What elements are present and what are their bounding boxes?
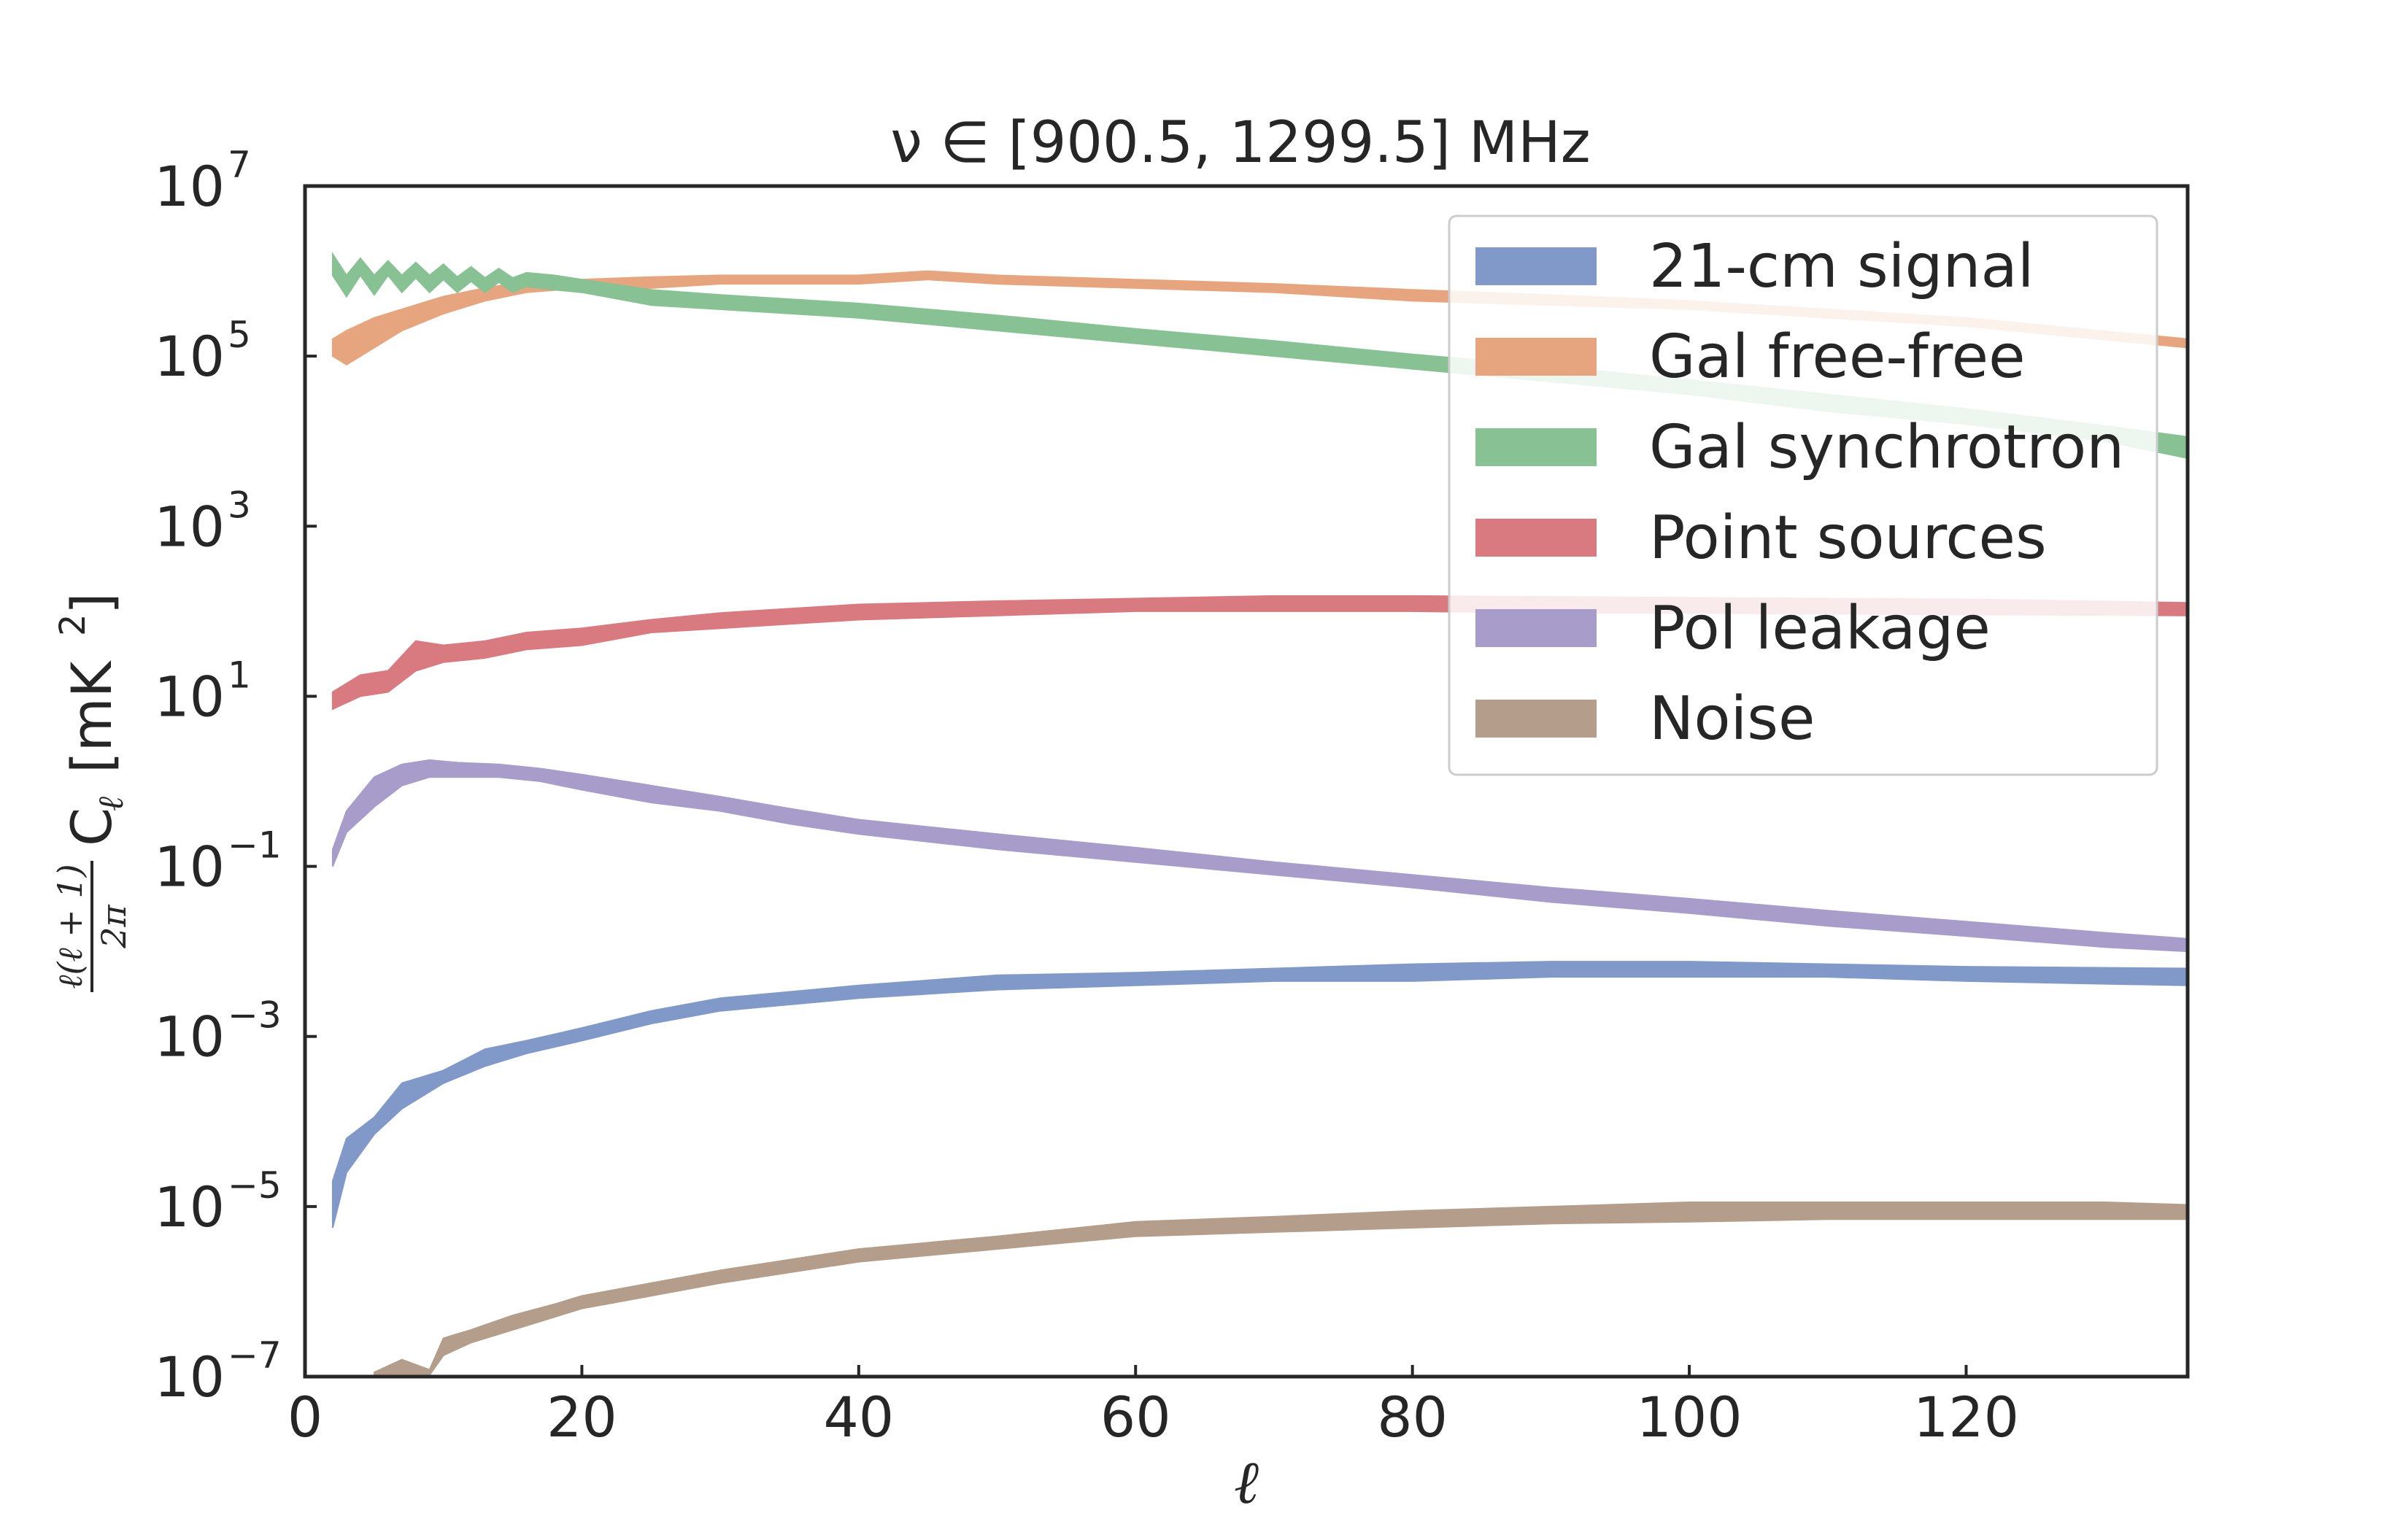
y-label-subscript: ℓ bbox=[90, 797, 131, 811]
legend-label-gal-synchrotron: Gal synchrotron bbox=[1649, 413, 2124, 482]
legend-items: 21-cm signal Gal free-free Gal synchrotron… bbox=[1475, 232, 2124, 754]
legend-label-pol-leakage: Pol leakage bbox=[1649, 594, 1991, 663]
band-gal-synchrotron bbox=[331, 251, 2188, 460]
legend-swatch-pol-leakage bbox=[1475, 609, 1597, 647]
x-tick-label: 20 bbox=[547, 1385, 617, 1450]
x-tick-label: 0 bbox=[288, 1385, 323, 1450]
y-tick-label: 10 bbox=[154, 1175, 225, 1239]
y-label-symbol: C bbox=[59, 808, 124, 846]
legend-swatch-gal-synchrotron bbox=[1475, 428, 1597, 466]
plot-frame bbox=[303, 184, 2190, 1379]
x-tick-label: 100 bbox=[1637, 1385, 1743, 1450]
band-21-cm-signal bbox=[331, 961, 2188, 1229]
y-label-units-sup: 2 bbox=[53, 614, 93, 636]
y-tick-exponent: 7 bbox=[228, 144, 251, 186]
y-tick-exponent: −1 bbox=[228, 824, 282, 867]
y-tick-label: 10 bbox=[154, 154, 225, 219]
band-noise bbox=[373, 1202, 2188, 1377]
legend-label-gal-free-free: Gal free-free bbox=[1649, 322, 2026, 392]
x-tick-label: 80 bbox=[1377, 1385, 1448, 1450]
y-label-fraction-top: ℓ(ℓ + 1) bbox=[50, 864, 90, 989]
legend-swatch-point-sources bbox=[1475, 519, 1597, 557]
legend-swatch-21-cm-signal bbox=[1475, 247, 1597, 285]
y-tick-exponent: 5 bbox=[228, 314, 251, 356]
y-tick-label: 10 bbox=[154, 664, 225, 729]
y-label-fraction-bottom: 2π bbox=[94, 904, 134, 948]
band-pol-leakage bbox=[331, 759, 2188, 953]
legend-swatch-gal-free-free bbox=[1475, 338, 1597, 376]
y-label-units-close: ] bbox=[59, 592, 124, 614]
legend-frame bbox=[1448, 214, 2158, 776]
x-axis-label: ℓ bbox=[1234, 1448, 1259, 1517]
x-tick-label: 60 bbox=[1100, 1385, 1171, 1450]
legend-label-point-sources: Point sources bbox=[1649, 503, 2047, 573]
legend-label-21-cm-signal: 21-cm signal bbox=[1649, 232, 2034, 301]
y-tick-exponent: −5 bbox=[228, 1164, 282, 1207]
y-tick-label: 10 bbox=[154, 494, 225, 559]
x-tick-label: 120 bbox=[1913, 1385, 2019, 1450]
y-axis-label: ℓ(ℓ + 1) 2π C ℓ [mK 2 ] bbox=[50, 592, 134, 992]
y-tick-label: 10 bbox=[154, 324, 225, 389]
y-tick-label: 10 bbox=[154, 1005, 225, 1069]
y-tick-exponent: 3 bbox=[228, 484, 251, 526]
y-tick-label: 10 bbox=[154, 835, 225, 900]
y-tick-label: 10 bbox=[154, 1345, 225, 1409]
y-tick-exponent: 1 bbox=[228, 654, 251, 696]
chart-legend: 21-cm signal Gal free-free Gal synchrotron… bbox=[1448, 214, 2158, 776]
legend-swatch-noise bbox=[1475, 700, 1597, 738]
y-tick-exponent: −7 bbox=[228, 1334, 282, 1377]
x-axis-ticks: 0 20 40 60 80 100 120 bbox=[288, 1365, 2019, 1450]
chart-title: ν ∈ [900.5, 1299.5] MHz bbox=[890, 110, 1590, 176]
y-tick-exponent: −3 bbox=[228, 994, 282, 1037]
legend-label-noise: Noise bbox=[1649, 684, 1815, 754]
x-tick-label: 40 bbox=[823, 1385, 894, 1450]
y-label-units: [mK bbox=[59, 659, 124, 773]
